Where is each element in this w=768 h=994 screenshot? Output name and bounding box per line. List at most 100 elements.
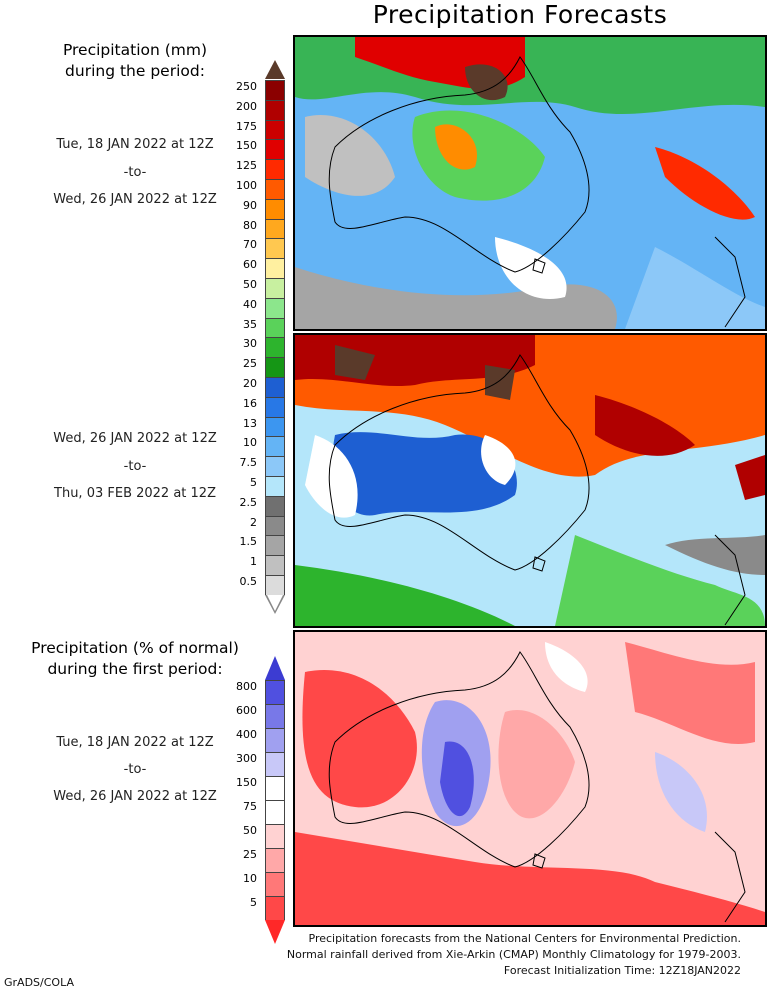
pct-legend-tick: 400 xyxy=(236,728,257,741)
mm-legend-tick: 2 xyxy=(250,515,257,529)
mm-legend-swatch xyxy=(265,258,285,278)
period2-start: Wed, 26 JAN 2022 at 12Z xyxy=(53,431,217,446)
mm-legend-swatch xyxy=(265,535,285,556)
pct-legend-tick: 600 xyxy=(236,704,257,717)
map-panel-week1-mm xyxy=(293,35,767,331)
map-week2-mm xyxy=(295,335,765,626)
mm-legend-swatch xyxy=(265,416,285,437)
mm-legend-tick: 1 xyxy=(250,555,257,569)
mm-legend-swatch xyxy=(265,476,285,496)
period2-end: Thu, 03 FEB 2022 at 12Z xyxy=(54,486,216,501)
mm-legend-tick: 70 xyxy=(243,238,257,252)
pct-legend-swatch xyxy=(265,896,285,920)
pct-legend-swatch xyxy=(265,752,285,776)
mm-legend-tick: 90 xyxy=(243,198,257,212)
map-pct-normal xyxy=(295,632,765,925)
pct-legend-tick: 50 xyxy=(243,824,257,837)
mm-legend-swatch xyxy=(265,198,285,219)
period1-sep: -to- xyxy=(123,165,147,180)
pct-legend-top-arrow xyxy=(265,656,285,680)
pct-legend-swatch xyxy=(265,728,285,752)
pct-legend-bottom-arrow xyxy=(265,920,285,944)
mm-legend-swatch xyxy=(265,139,285,160)
footer-notes: Precipitation forecasts from the Nationa… xyxy=(287,931,741,979)
mm-legend-header: Precipitation (mm) during the period: xyxy=(0,40,270,82)
pct-legend-tick: 10 xyxy=(243,872,257,885)
mm-legend-tick: 13 xyxy=(243,416,257,430)
mm-legend-swatch xyxy=(265,179,285,199)
mm-legend-swatch xyxy=(265,278,285,298)
mm-legend-swatch xyxy=(265,357,285,377)
pct-legend-swatch xyxy=(265,848,285,872)
mm-legend-swatch xyxy=(265,555,285,575)
footer-line2: Normal rainfall derived from Xie-Arkin (… xyxy=(286,948,741,961)
map-panel-week2-mm xyxy=(293,333,767,628)
mm-legend-swatch xyxy=(265,436,285,457)
mm-legend-tick: 10 xyxy=(243,436,257,450)
period2-sep: -to- xyxy=(123,459,147,474)
map-panel-pct-normal xyxy=(293,630,767,927)
mm-legend-swatch xyxy=(265,238,285,259)
mm-legend-tick: 25 xyxy=(243,357,257,371)
pct-legend-swatch xyxy=(265,776,285,800)
mm-legend-tick: 60 xyxy=(243,258,257,272)
pct-legend-tick: 25 xyxy=(243,848,257,861)
mm-legend-tick: 250 xyxy=(236,80,257,93)
pct-legend-tick: 5 xyxy=(250,896,257,909)
period3-sep: -to- xyxy=(123,762,147,777)
software-credit: GrADS/COLA xyxy=(4,976,74,989)
footer-line1: Precipitation forecasts from the Nationa… xyxy=(308,932,742,945)
page-title: Precipitation Forecasts xyxy=(372,0,668,29)
mm-legend-tick: 2.5 xyxy=(239,495,258,509)
map-week1-mm xyxy=(295,37,765,329)
period3-end: Wed, 26 JAN 2022 at 12Z xyxy=(53,789,217,804)
mm-legend-tick: 150 xyxy=(236,139,257,153)
pct-legend-swatch xyxy=(265,680,285,704)
mm-legend-swatch xyxy=(265,337,285,358)
pct-legend-swatch xyxy=(265,704,285,728)
footer-line3: Forecast Initialization Time: 12Z18JAN20… xyxy=(503,964,741,977)
mm-legend-tick: 7.5 xyxy=(239,456,258,470)
mm-legend-swatch xyxy=(265,317,285,338)
pct-header-line2: during the first period: xyxy=(47,660,223,678)
mm-legend-tick: 40 xyxy=(243,297,257,311)
pct-legend-header: Precipitation (% of normal) during the f… xyxy=(0,638,270,680)
mm-legend-tick: 80 xyxy=(243,218,257,232)
mm-legend-tick: 200 xyxy=(236,99,257,113)
period1-end: Wed, 26 JAN 2022 at 12Z xyxy=(53,192,217,207)
mm-legend-swatch xyxy=(265,396,285,417)
mm-legend-swatch xyxy=(265,297,285,318)
mm-legend-swatch xyxy=(265,377,285,397)
pct-header-line1: Precipitation (% of normal) xyxy=(31,639,239,657)
mm-header-line2: during the period: xyxy=(65,62,205,80)
mm-legend-tick: 5 xyxy=(250,476,257,489)
mm-legend-tick: 100 xyxy=(236,179,257,192)
mm-legend-swatch xyxy=(265,218,285,239)
mm-legend-tick: 125 xyxy=(236,159,257,173)
mm-header-line1: Precipitation (mm) xyxy=(62,41,208,59)
pct-legend-tick: 300 xyxy=(236,752,257,765)
mm-legend-tick: 0.5 xyxy=(239,575,258,588)
pct-legend-swatch xyxy=(265,800,285,824)
mm-legend-swatch xyxy=(265,119,285,140)
mm-legend-bottom-arrow-fill xyxy=(267,594,283,611)
mm-legend-tick: 35 xyxy=(243,317,257,331)
mm-legend-tick: 20 xyxy=(243,377,257,390)
mm-legend-swatch xyxy=(265,159,285,179)
pct-legend-swatch xyxy=(265,824,285,848)
period3-start: Tue, 18 JAN 2022 at 12Z xyxy=(56,735,214,750)
mm-legend-tick: 1.5 xyxy=(239,535,258,549)
mm-legend-swatch xyxy=(265,495,285,516)
mm-legend-swatch xyxy=(265,80,285,100)
mm-legend-tick: 175 xyxy=(236,119,257,133)
mm-legend-tick: 16 xyxy=(243,396,257,410)
mm-legend-swatch xyxy=(265,99,285,120)
period1-start: Tue, 18 JAN 2022 at 12Z xyxy=(56,137,214,152)
mm-legend-swatch xyxy=(265,575,285,595)
mm-legend-tick: 30 xyxy=(243,337,257,351)
pct-legend-tick: 800 xyxy=(236,680,257,693)
pct-legend-swatch xyxy=(265,872,285,896)
pct-legend-tick: 150 xyxy=(236,776,257,789)
mm-legend-swatch xyxy=(265,456,285,476)
mm-legend-top-arrow xyxy=(265,60,285,80)
